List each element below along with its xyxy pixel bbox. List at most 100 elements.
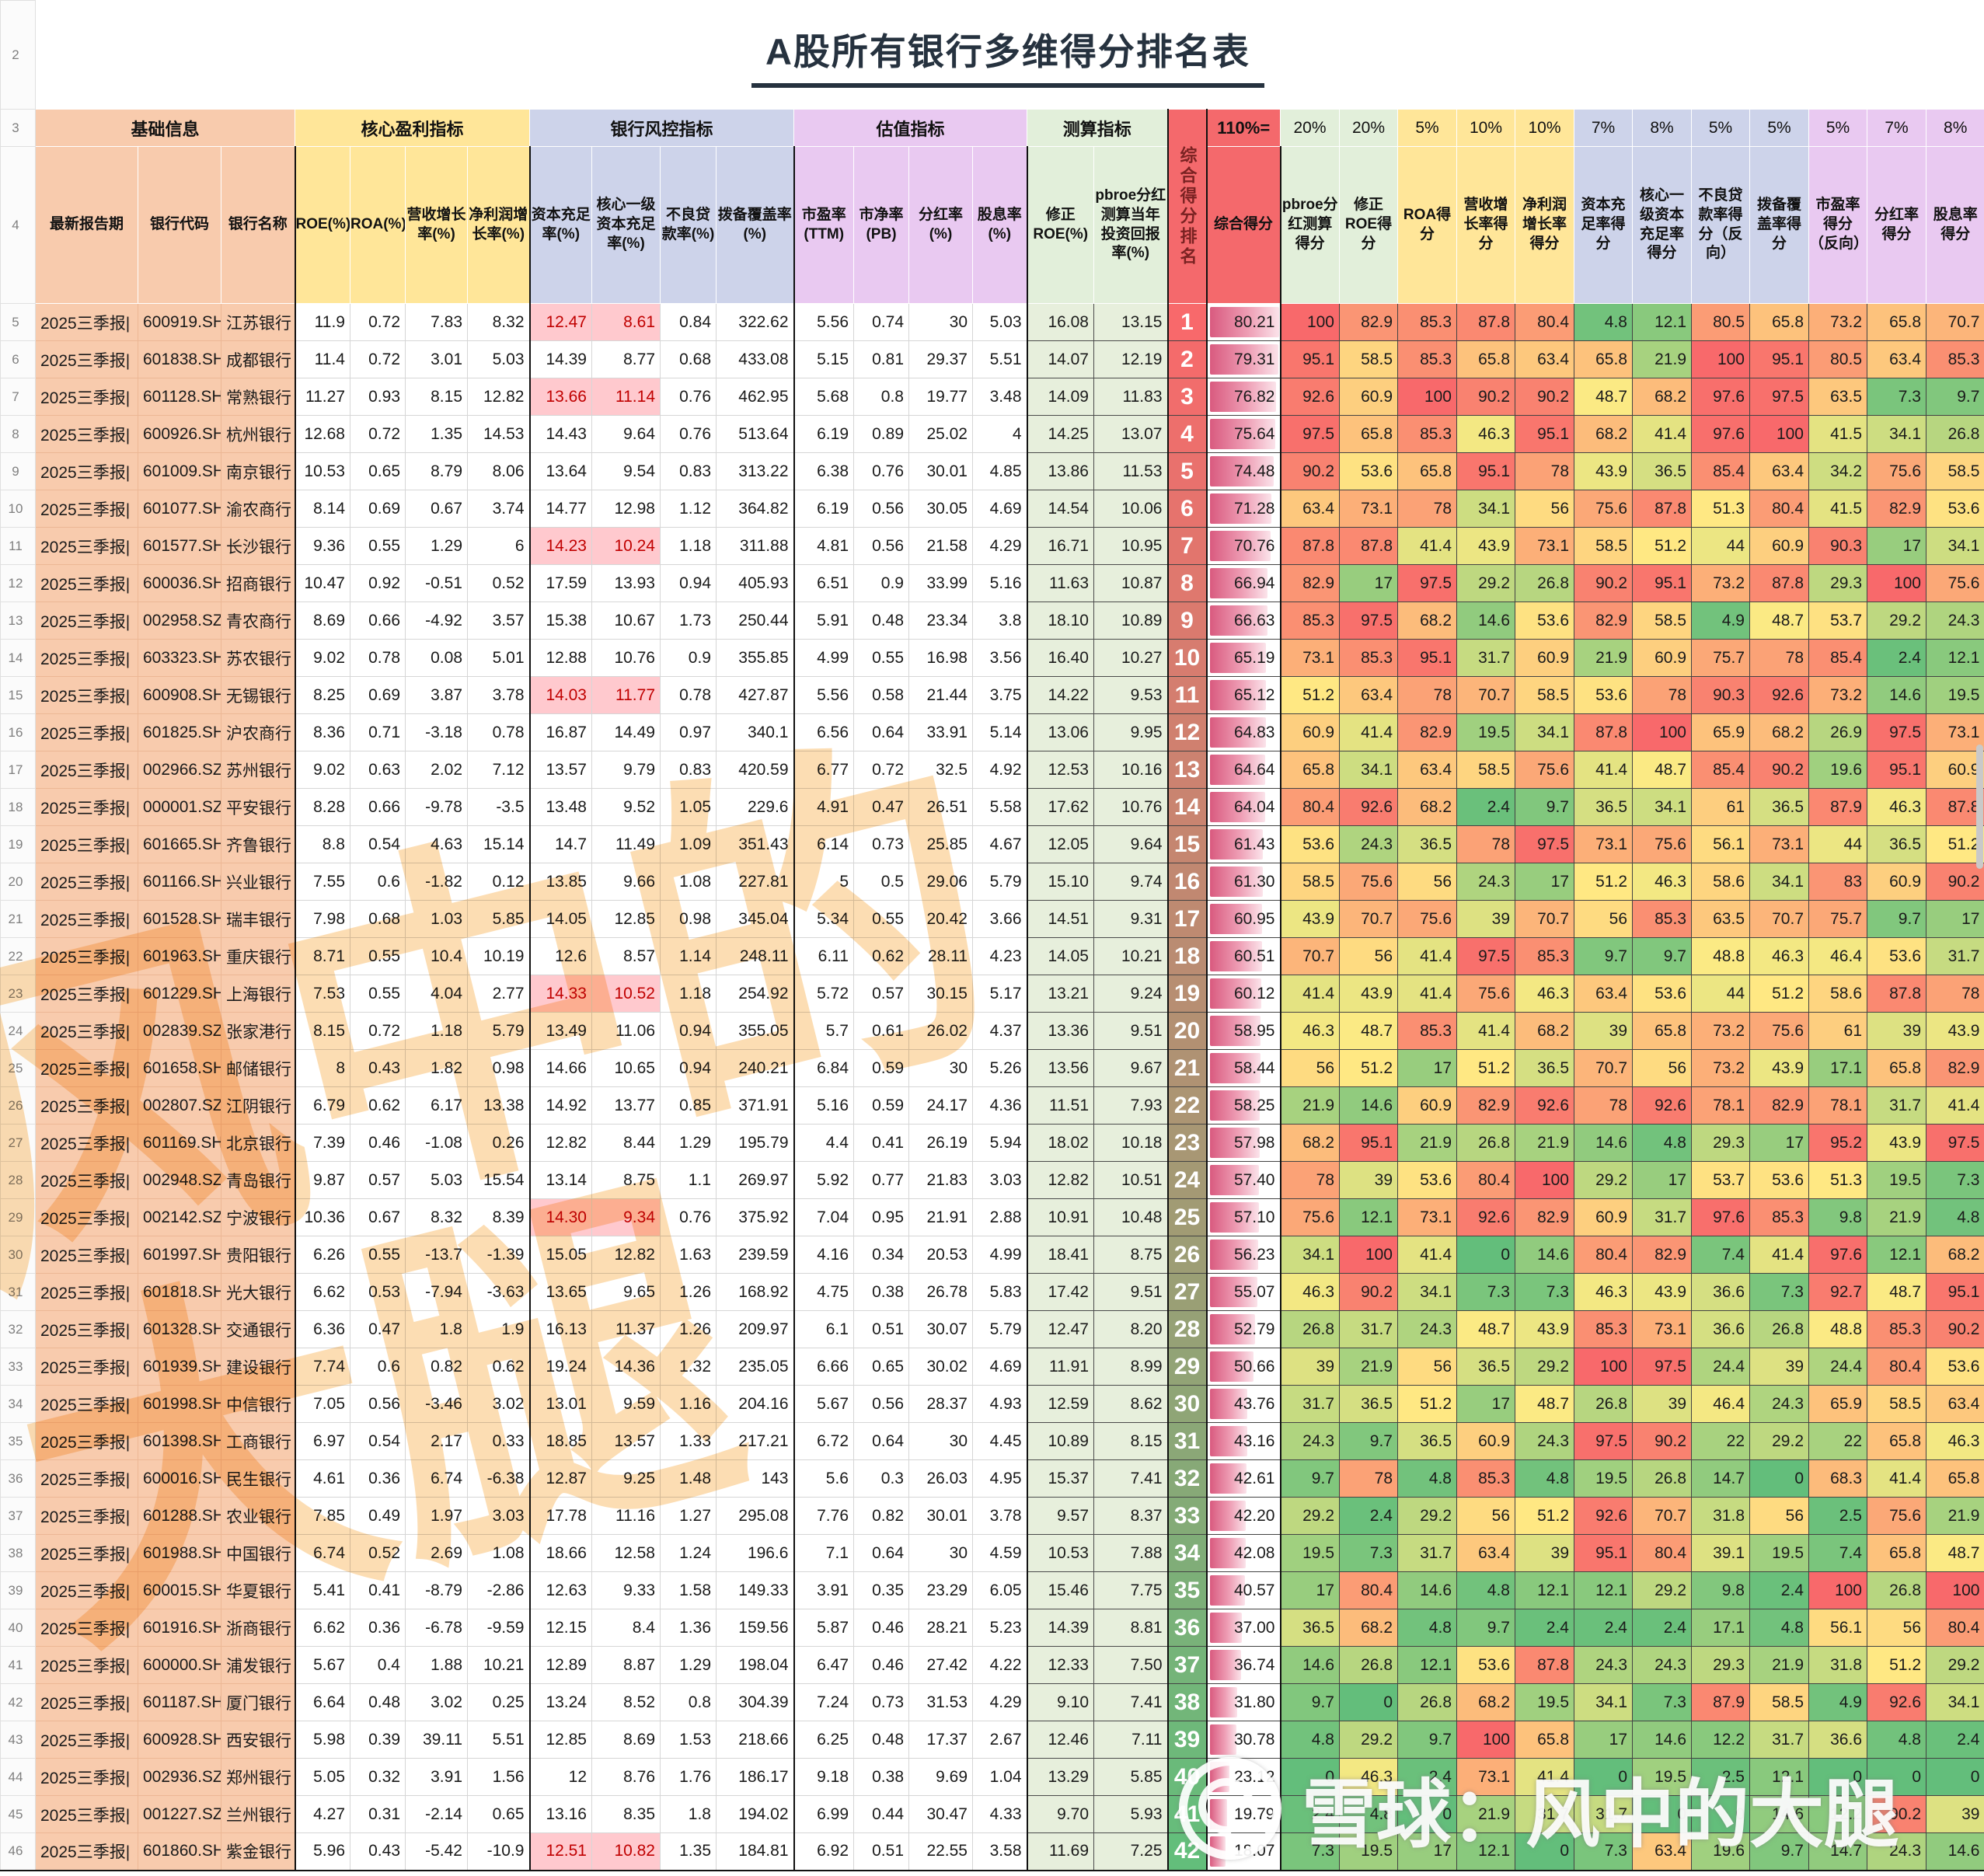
score-cell: 12.1	[1867, 1236, 1926, 1274]
composite-score-value: 57.10	[1233, 1208, 1275, 1226]
score-cell: 31.7	[1456, 639, 1515, 677]
vertical-scrollbar[interactable]	[1976, 744, 1983, 869]
cell-roe: 7.98	[294, 900, 350, 938]
table-row: 20 2025三季报| 601166.SH 兴业银行 7.55 0.6 -1.82 0.12 1…	[0, 863, 1984, 901]
composite-score-value: 57.98	[1233, 1133, 1275, 1152]
cell-profit-growth: -2.86	[467, 1571, 530, 1609]
score-cell: 9.7	[1456, 1609, 1515, 1647]
score-cell: 53.6	[1456, 1646, 1515, 1684]
weight-label: 5%	[1749, 109, 1809, 147]
score-cell: 17.1	[1691, 1609, 1750, 1647]
cell-pe: 5.34	[793, 900, 854, 938]
score-cell: 60.9	[1339, 378, 1398, 416]
score-cell: 70.7	[1925, 303, 1984, 341]
cell-car: 12.51	[528, 1832, 592, 1871]
score-cell: 51.2	[1515, 1497, 1574, 1535]
cell-revenue-growth: 1.18	[405, 1012, 468, 1050]
cell-revenue-growth: 1.03	[405, 900, 468, 938]
score-cell: 31.7	[1339, 1310, 1398, 1348]
score-cell: 36.5	[1574, 788, 1633, 826]
score-cell: 21.9	[1632, 340, 1692, 378]
score-cell: 17	[1339, 564, 1398, 602]
score-cell: 63.4	[1339, 676, 1398, 714]
cell-dividend-yield: 4.45	[972, 1422, 1027, 1460]
score-cell: 34.2	[1808, 452, 1867, 490]
cell-adjusted-roe: 12.05	[1026, 825, 1094, 863]
cell-cet1: 10.65	[591, 1049, 661, 1087]
cell-pb: 0.56	[853, 1385, 909, 1423]
cell-profit-growth: 0.52	[467, 564, 530, 602]
cell-profit-growth: 0.12	[467, 863, 530, 901]
cell-car: 18.85	[528, 1422, 592, 1460]
score-cell: 4.8	[1280, 1721, 1340, 1759]
column-header: 拨备覆盖率(%)	[716, 146, 794, 304]
cell-revenue-growth: 2.69	[405, 1534, 468, 1572]
cell-cet1: 9.33	[591, 1571, 661, 1609]
cell-bank-name: 华夏银行	[221, 1571, 295, 1609]
score-cell: 12.1	[1397, 1646, 1457, 1684]
score-cell: 75.6	[1632, 825, 1692, 863]
cell-cet1: 10.52	[591, 975, 661, 1013]
cell-adjusted-roe: 12.47	[1026, 1310, 1094, 1348]
cell-revenue-growth: -3.46	[405, 1385, 468, 1423]
cell-car: 12	[528, 1758, 592, 1796]
score-subcolumn-header: ROA得分	[1397, 146, 1457, 304]
table-row: 23 2025三季报| 601229.SH 上海银行 7.53 0.55 4.04 2.77 1…	[0, 975, 1984, 1013]
cell-pb: 0.59	[853, 1086, 909, 1125]
score-cell: 85.3	[1749, 1198, 1809, 1236]
rank-cell: 30	[1166, 1385, 1208, 1423]
cell-provision-coverage: 194.02	[716, 1795, 794, 1833]
cell-pe: 5.67	[793, 1385, 854, 1423]
table-row: 7 2025三季报| 601128.SH 常熟银行 11.27 0.93 8.15 12.82…	[0, 378, 1984, 416]
score-bar	[1209, 792, 1265, 822]
score-cell: 60.9	[1515, 639, 1574, 677]
cell-pbroe-return: 7.93	[1093, 1086, 1168, 1125]
score-cell: 41.4	[1749, 1236, 1809, 1274]
score-cell: 95.1	[1280, 340, 1340, 378]
cell-pb: 0.5	[853, 863, 909, 901]
cell-profit-growth: 5.03	[467, 340, 530, 378]
composite-score-cell: 70.76	[1206, 527, 1281, 565]
cell-adjusted-roe: 12.33	[1026, 1646, 1094, 1684]
composite-score-value: 64.04	[1233, 797, 1275, 816]
cell-pb: 0.51	[853, 1832, 909, 1871]
rank-cell: 10	[1166, 639, 1208, 677]
score-cell: 43.9	[1339, 975, 1398, 1013]
score-cell: 34.1	[1632, 788, 1692, 826]
score-cell: 68.2	[1632, 378, 1692, 416]
cell-provision-coverage: 204.16	[716, 1385, 794, 1423]
cell-roe: 7.74	[294, 1348, 350, 1386]
cell-roe: 7.39	[294, 1124, 350, 1162]
cell-pbroe-return: 8.99	[1093, 1348, 1168, 1386]
cell-bank-code: 600015.SH	[138, 1571, 221, 1609]
cell-revenue-growth: 8.79	[405, 452, 468, 490]
cell-provision-coverage: 295.08	[716, 1497, 794, 1535]
table-row: 27 2025三季报| 601169.SH 北京银行 7.39 0.46 -1.08 0.26…	[0, 1124, 1984, 1162]
score-cell: 36.5	[1280, 1609, 1340, 1647]
score-bar	[1209, 531, 1271, 561]
cell-bank-name: 瑞丰银行	[221, 900, 295, 938]
cell-provision-coverage: 196.6	[716, 1534, 794, 1572]
cell-report-period: 2025三季报|	[35, 340, 138, 378]
score-cell: 0	[1925, 1758, 1984, 1796]
cell-cet1: 8.75	[591, 1161, 661, 1199]
cell-car: 14.39	[528, 340, 592, 378]
score-cell: 39	[1749, 1348, 1809, 1386]
cell-pe: 6.11	[793, 937, 854, 975]
title-row: 2 A股所有银行多维得分排名表	[0, 0, 1984, 110]
cell-cet1: 13.57	[591, 1422, 661, 1460]
cell-car: 13.16	[528, 1795, 592, 1833]
cell-adjusted-roe: 15.37	[1026, 1459, 1094, 1498]
cell-roe: 8	[294, 1049, 350, 1087]
cell-pbroe-return: 9.67	[1093, 1049, 1168, 1087]
cell-npl: 1.8	[660, 1795, 717, 1833]
weight-label: 7%	[1574, 109, 1633, 147]
weight-label: 5%	[1808, 109, 1867, 147]
cell-dividend-ratio: 27.42	[908, 1646, 973, 1684]
cell-pb: 0.46	[853, 1609, 909, 1647]
score-cell: 85.3	[1574, 1310, 1633, 1348]
score-cell: 12.1	[1632, 303, 1692, 341]
cell-pe: 4.99	[793, 639, 854, 677]
score-cell: 97.6	[1691, 1198, 1750, 1236]
composite-score-cell: 64.64	[1206, 751, 1281, 789]
